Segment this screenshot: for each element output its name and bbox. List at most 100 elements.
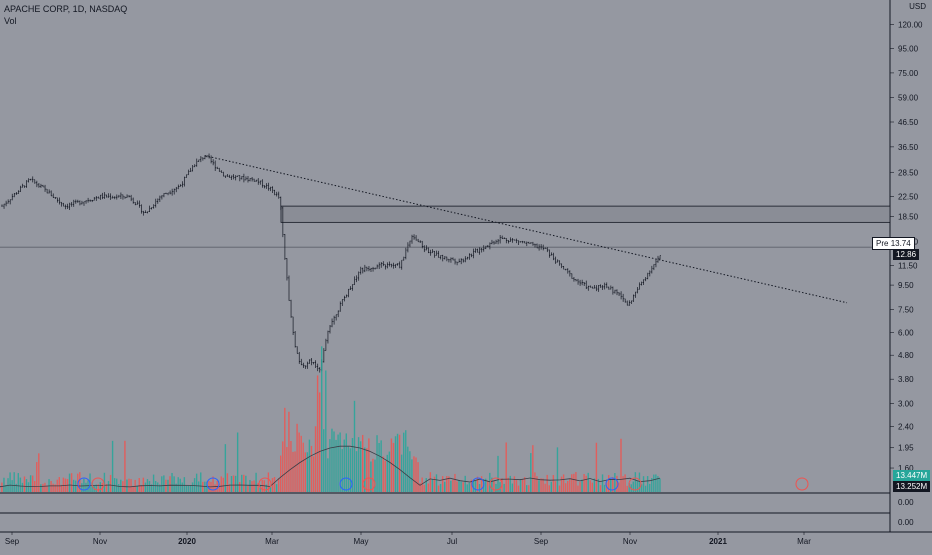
volume-bar [230, 476, 233, 492]
volume-bar [234, 475, 237, 492]
volume-bar [177, 477, 179, 492]
volume-bar [569, 479, 571, 492]
volume-bar [126, 479, 128, 492]
volume-bar [181, 482, 183, 492]
volume-bar [267, 472, 270, 492]
volume-bar [282, 441, 284, 492]
volume-bar [585, 475, 587, 492]
event-marker[interactable] [77, 477, 91, 491]
volume-bar [236, 432, 239, 492]
volume-bar [17, 473, 19, 492]
event-marker[interactable] [471, 477, 485, 491]
volume-bar [614, 473, 616, 492]
volume-bar [300, 435, 302, 492]
volume-bar [452, 479, 454, 492]
volume-bar [657, 476, 659, 492]
volume-bar [378, 443, 380, 492]
volume-ma-line [0, 445, 661, 488]
volume-bar [72, 479, 75, 492]
event-marker[interactable] [362, 477, 376, 491]
volume-bar [314, 426, 317, 492]
volume-bar [370, 461, 372, 492]
volume-bar [29, 475, 32, 492]
volume-bar [81, 483, 83, 492]
volume-bar [530, 453, 532, 492]
volume-bar [560, 476, 563, 492]
volume-bar [608, 475, 610, 492]
volume-bar [472, 480, 475, 492]
volume-bar [345, 433, 347, 492]
volume-bar [595, 442, 598, 492]
volume-bar [142, 477, 145, 492]
event-marker[interactable] [91, 477, 105, 491]
volume-bar [640, 484, 643, 492]
volume-bar [523, 477, 526, 492]
volume-bar [390, 438, 393, 492]
event-marker[interactable] [258, 477, 272, 491]
volume-bar [220, 476, 222, 492]
volume-bar [575, 472, 577, 492]
volume-bar [306, 452, 309, 492]
volume-bar [429, 472, 432, 492]
volume-bar [556, 447, 559, 492]
volume-bar [398, 434, 401, 492]
indicator-tick-label: 0.00 [898, 498, 914, 507]
volume-bar [294, 451, 296, 492]
time-tick-label: Sep [5, 537, 20, 546]
volume-bar [105, 484, 108, 492]
volume-bar [446, 476, 448, 492]
volume-bar [331, 428, 333, 492]
volume-bar [163, 475, 165, 492]
volume-bar [644, 485, 647, 492]
volume-bar [462, 482, 464, 492]
last-price-tag: 12.86 [893, 249, 920, 260]
volume-bar [277, 478, 280, 492]
price-tick-label: 28.50 [898, 168, 919, 177]
price-tick-label: 3.80 [898, 375, 914, 384]
volume-bar [554, 481, 557, 492]
volume-bar [448, 476, 450, 492]
event-marker[interactable] [605, 477, 619, 491]
volume-bar [593, 478, 596, 492]
volume-bar [573, 473, 575, 492]
volume-bar [366, 448, 368, 492]
volume-bar [528, 485, 530, 492]
volume-bar [128, 478, 130, 492]
volume-bar [532, 445, 534, 492]
volume-bar [75, 480, 77, 492]
time-tick-label: Mar [797, 537, 811, 546]
volume-bar [450, 480, 452, 492]
event-marker[interactable] [795, 477, 809, 491]
volume-bar [368, 438, 370, 492]
volume-bar [222, 477, 224, 492]
volume-bar [228, 484, 231, 492]
price-tick-label: 59.00 [898, 94, 919, 103]
volume-bar [583, 474, 585, 492]
volume-bar [636, 480, 639, 492]
volume-bar [214, 484, 216, 492]
volume-bar [538, 480, 540, 492]
volume-bar [526, 485, 528, 492]
price-tick-label: 6.00 [898, 328, 914, 337]
volume-bar [36, 462, 38, 492]
event-marker[interactable] [339, 477, 353, 491]
volume-bar [419, 483, 421, 492]
time-tick-label: 2020 [178, 537, 196, 546]
volume-bar [269, 485, 272, 492]
volume-bar [298, 432, 300, 492]
volume-bar [44, 482, 46, 492]
volume-bar [376, 435, 378, 492]
volume-bar [626, 485, 628, 492]
volume-bar [480, 476, 483, 492]
volume-bar [622, 476, 624, 492]
volume-bar [198, 481, 200, 492]
indicator-tick-label: 0.00 [898, 518, 914, 527]
event-marker[interactable] [489, 477, 503, 491]
event-marker[interactable] [628, 477, 642, 491]
pre-value: 13.74 [890, 239, 911, 248]
pre-label: Pre [876, 239, 889, 248]
volume-bar [485, 478, 487, 492]
event-marker[interactable] [206, 477, 220, 491]
